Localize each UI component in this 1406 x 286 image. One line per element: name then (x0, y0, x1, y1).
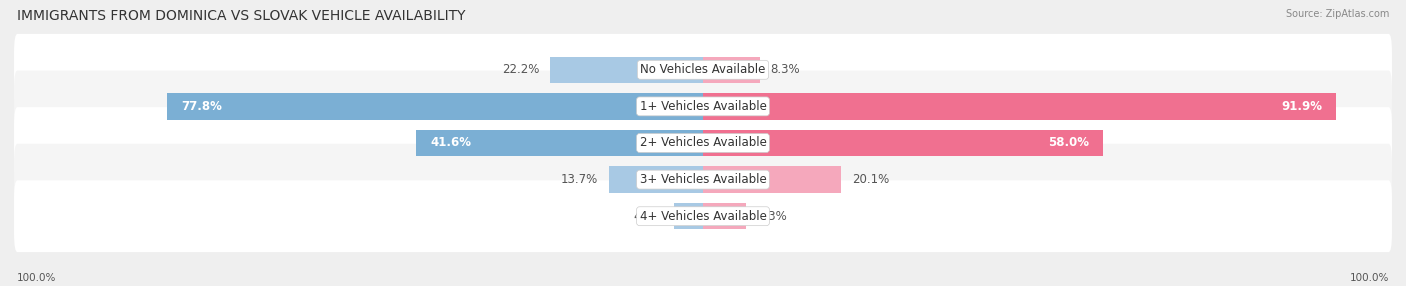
Text: 8.3%: 8.3% (770, 63, 800, 76)
Text: 100.0%: 100.0% (17, 273, 56, 283)
Bar (167, 93, 703, 120)
Text: 3+ Vehicles Available: 3+ Vehicles Available (640, 173, 766, 186)
Bar (703, 57, 761, 83)
Text: 6.3%: 6.3% (756, 210, 786, 223)
Bar (550, 57, 703, 83)
Text: Source: ZipAtlas.com: Source: ZipAtlas.com (1285, 9, 1389, 19)
FancyBboxPatch shape (14, 107, 1392, 179)
FancyBboxPatch shape (14, 34, 1392, 106)
Text: 1+ Vehicles Available: 1+ Vehicles Available (640, 100, 766, 113)
Text: 91.9%: 91.9% (1281, 100, 1323, 113)
Text: 58.0%: 58.0% (1047, 136, 1088, 150)
FancyBboxPatch shape (14, 71, 1392, 142)
Text: 2+ Vehicles Available: 2+ Vehicles Available (640, 136, 766, 150)
Text: IMMIGRANTS FROM DOMINICA VS SLOVAK VEHICLE AVAILABILITY: IMMIGRANTS FROM DOMINICA VS SLOVAK VEHIC… (17, 9, 465, 23)
Text: 41.6%: 41.6% (430, 136, 471, 150)
Bar (703, 130, 1102, 156)
Text: No Vehicles Available: No Vehicles Available (640, 63, 766, 76)
FancyBboxPatch shape (14, 144, 1392, 215)
Text: 22.2%: 22.2% (502, 63, 540, 76)
Bar (703, 93, 1336, 120)
Text: 4.2%: 4.2% (634, 210, 664, 223)
Bar (609, 166, 703, 193)
Text: 13.7%: 13.7% (561, 173, 599, 186)
Bar (703, 166, 841, 193)
Text: 100.0%: 100.0% (1350, 273, 1389, 283)
Text: 20.1%: 20.1% (852, 173, 889, 186)
Bar (703, 203, 747, 229)
Bar (416, 130, 703, 156)
Text: 4+ Vehicles Available: 4+ Vehicles Available (640, 210, 766, 223)
Text: 77.8%: 77.8% (181, 100, 222, 113)
FancyBboxPatch shape (14, 180, 1392, 252)
Bar (673, 203, 703, 229)
